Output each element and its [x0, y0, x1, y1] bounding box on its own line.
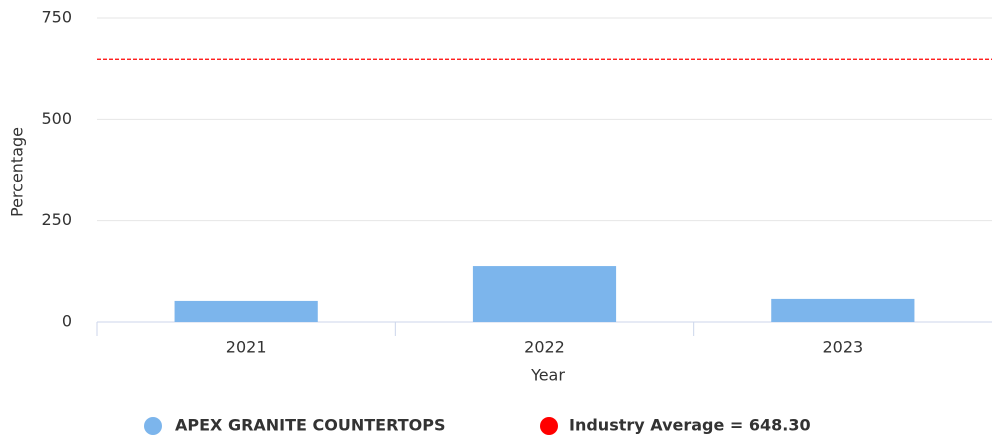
- x-tick-label: 2021: [226, 338, 267, 357]
- legend-label: Industry Average = 648.30: [569, 416, 811, 435]
- x-axis-label: Year: [530, 366, 565, 385]
- legend-marker: [144, 417, 162, 435]
- bar: [771, 298, 915, 322]
- y-tick-label: 0: [62, 312, 72, 331]
- x-tick-label: 2023: [822, 338, 863, 357]
- y-tick-label: 250: [41, 210, 72, 229]
- bar: [174, 300, 318, 322]
- x-tick-label: 2022: [524, 338, 565, 357]
- y-tick-label: 750: [41, 8, 72, 27]
- legend-marker: [540, 417, 558, 435]
- y-axis-label: Percentage: [8, 127, 27, 217]
- y-tick-label: 500: [41, 109, 72, 128]
- bar: [472, 266, 617, 322]
- legend-label: APEX GRANITE COUNTERTOPS: [175, 416, 445, 435]
